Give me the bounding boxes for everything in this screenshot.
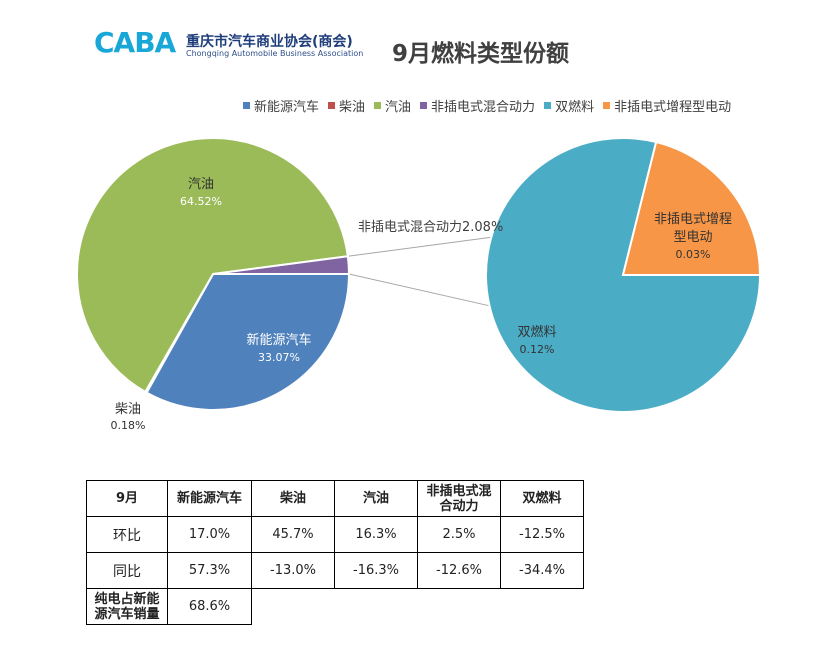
slice-label-diesel: 柴油 [115,402,141,417]
legend-swatch-gasoline [374,102,382,109]
legend-label-dual-fuel: 双燃料 [555,100,595,115]
pie-of-pie-chart: 汽油 64.52% 新能源汽车 33.07% 柴油 0.18% 非插电式混合动力2.08% 双… [76,137,762,432]
legend-item-hybrid: 非插电式混合动力 [420,96,535,115]
slice-label-dual-fuel: 双燃料 [517,324,556,340]
table-empty-cell [252,589,335,625]
table-row-label: 纯电占新能源汽车销量 [86,588,168,625]
association-logo: CABA 重庆市汽车商业协会(商会) Chongqing Automobile … [94,28,364,60]
slice-pct-dual-fuel: 0.12% [520,343,555,356]
legend-item-nev: 新能源汽车 [243,96,319,115]
table-header-cell: 新能源汽车 [167,480,252,517]
table-row-label: 环比 [86,516,168,553]
connector-lines [347,236,492,307]
pie-slice-2 [76,137,349,394]
fuel-growth-table: 9月 新能源汽车 柴油 汽油 非插电式混合动力 双燃料 环比 17.0% 45.… [86,480,584,625]
slice-label-gasoline: 汽油 [188,177,214,192]
logo-mark: CABA [94,26,176,59]
legend-swatch-dual-fuel [544,102,552,109]
slice-label-erev-line1: 非插电式增程 [654,212,732,227]
connector-line-lower [348,273,490,307]
table-row: 纯电占新能源汽车销量 68.6% [86,588,584,625]
main-pie [76,137,351,411]
table-cell: -34.4% [500,552,584,589]
slice-pct-diesel: 0.18% [111,419,146,432]
table-empty-cell [418,589,501,625]
table-empty-cell [501,589,584,625]
table-cell: -13.0% [251,552,335,589]
table-cell: 17.0% [167,516,252,553]
table-cell: 57.3% [167,552,252,589]
legend-item-erev: 非插电式增程型电动 [603,96,731,115]
table-header-row: 9月 新能源汽车 柴油 汽油 非插电式混合动力 双燃料 [86,480,584,517]
chart-title: 9月燃料类型份额 [392,41,570,67]
table-cell: -12.5% [500,516,584,553]
slice-pct-gasoline: 64.52% [180,195,222,208]
legend-swatch-nev [243,102,250,109]
pie-slice-0 [145,273,351,411]
table-row-label: 同比 [86,552,168,589]
table-row: 环比 17.0% 45.7% 16.3% 2.5% -12.5% [86,516,584,553]
table-row: 同比 57.3% -13.0% -16.3% -12.6% -34.4% [86,552,584,589]
pie-labels: 汽油 64.52% 新能源汽车 33.07% 柴油 0.18% 非插电式混合动力2.08% 双… [111,177,732,432]
legend-label-erev: 非插电式增程型电动 [614,100,732,115]
slice-label-hybrid: 非插电式混合动力2.08% [358,220,503,235]
legend-item-diesel: 柴油 [328,96,365,115]
legend-label-diesel: 柴油 [339,100,366,115]
chart-legend: 新能源汽车 柴油 汽油 非插电式混合动力 双燃料 非插电式增程型电动 [243,96,731,115]
table-cell: 2.5% [417,516,501,553]
logo-chinese-name: 重庆市汽车商业协会(商会) [186,34,353,50]
table-header-cell: 非插电式混合动力 [417,480,501,517]
legend-swatch-hybrid [420,102,428,109]
legend-label-gasoline: 汽油 [385,100,412,115]
detail-pie [485,137,762,413]
legend-item-dual-fuel: 双燃料 [544,96,594,115]
slice-pct-nev: 33.07% [258,351,300,364]
table-cell: -16.3% [334,552,418,589]
table-header-cell: 汽油 [334,480,418,517]
pie-slice-3 [212,255,351,275]
legend-item-gasoline: 汽油 [374,96,411,115]
legend-label-hybrid: 非插电式混合动力 [431,100,536,115]
table-header-cell: 柴油 [251,480,335,517]
legend-swatch-erev [603,102,611,109]
table-header-cell: 9月 [86,480,168,517]
legend-label-nev: 新能源汽车 [254,100,320,115]
table-cell: 68.6% [167,588,252,625]
detail-slice-erev [621,140,762,276]
logo-mark-text: CABA [94,26,176,59]
table-cell: 45.7% [251,516,335,553]
legend-swatch-diesel [328,102,336,109]
table-cell: 16.3% [334,516,418,553]
table-header-cell: 双燃料 [500,480,584,517]
table-cell: -12.6% [417,552,501,589]
table-empty-cell [335,589,418,625]
connector-line-upper [347,236,492,257]
logo-english-name: Chongqing Automobile Business Associatio… [186,49,364,58]
slice-pct-erev: 0.03% [676,248,711,261]
slice-label-erev-line2: 型电动 [673,230,712,245]
slice-label-nev: 新能源汽车 [246,332,311,348]
